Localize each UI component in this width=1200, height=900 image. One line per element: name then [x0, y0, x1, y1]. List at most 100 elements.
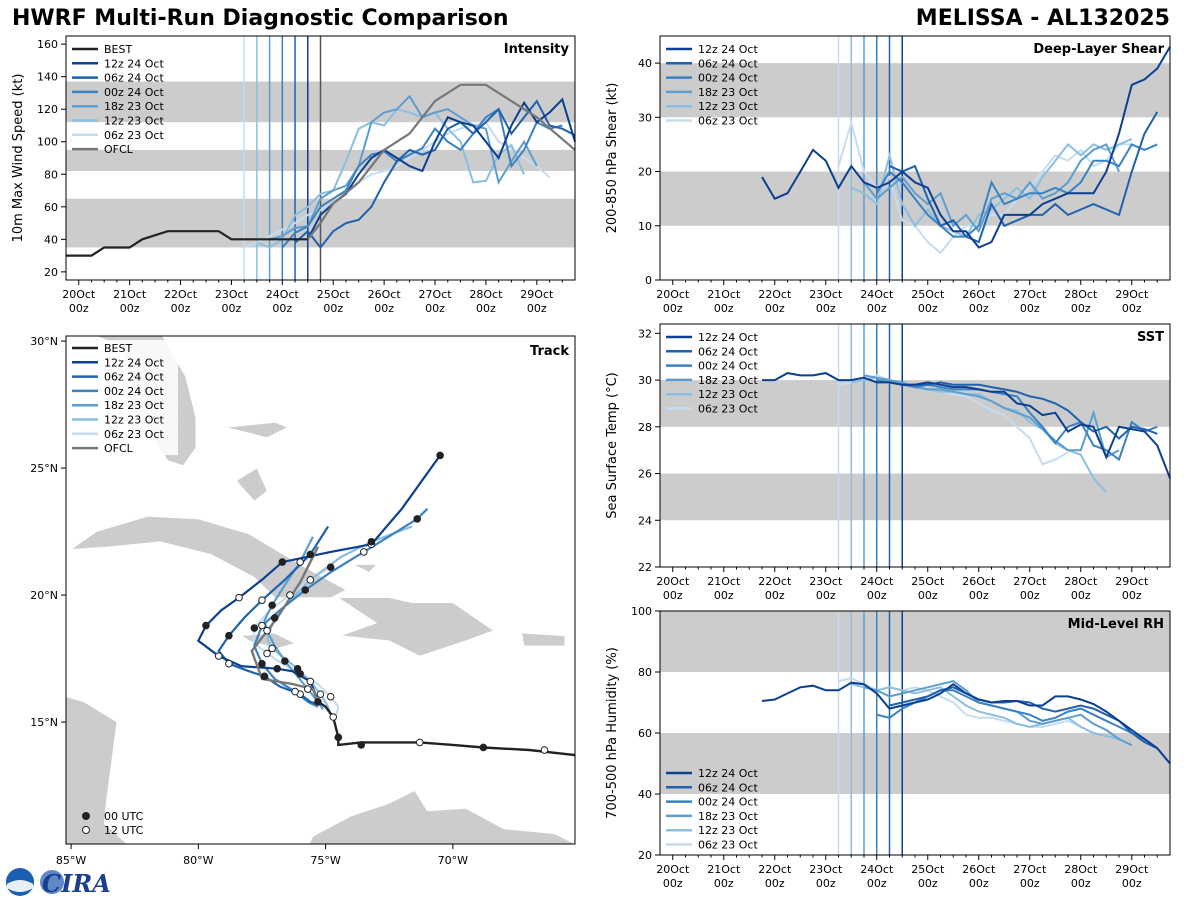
x-tick-label: 80°W	[183, 854, 213, 867]
track-point	[278, 558, 287, 566]
track-point	[296, 670, 304, 678]
x-tick-label: 22Oct	[758, 288, 792, 301]
track-point	[258, 659, 266, 668]
x-tick-label: 00z	[816, 877, 836, 890]
track-point	[291, 687, 299, 696]
x-tick-label: 20Oct	[656, 575, 690, 588]
x-tick-label: 75°W	[310, 854, 340, 867]
y-tick-label: 26	[638, 468, 652, 481]
x-tick-label: 23Oct	[809, 575, 843, 588]
plot-frame	[65, 335, 576, 845]
x-tick-label: 00z	[1071, 877, 1091, 890]
panel-title: SST	[1137, 330, 1164, 345]
x-tick-label: 24Oct	[266, 288, 300, 301]
x-tick-label: 00z	[714, 302, 734, 315]
chart-track: 85°W 80°W 75°W 70°W 15°N 20°N 25°N 30°N Track BES…	[30, 335, 576, 867]
bahamas-inagua	[353, 564, 378, 573]
track-point	[281, 657, 289, 665]
track-point	[359, 548, 368, 556]
series-line-run-3	[269, 94, 538, 241]
track-point	[306, 576, 315, 584]
x-tick-label: 00z	[816, 589, 836, 602]
x-tick-label: 00z	[374, 302, 394, 315]
track-point	[260, 672, 269, 681]
panel-title: Deep-Layer Shear	[1033, 42, 1164, 57]
series-line-run-1	[889, 686, 1158, 750]
track-point	[250, 624, 259, 632]
legend-label: 12z 23 Oct	[698, 824, 758, 837]
x-tick-label: 00z	[1020, 877, 1040, 890]
x-tick-label: 00z	[918, 877, 938, 890]
y-tick-label: 40	[638, 57, 652, 70]
legend-bg	[68, 354, 178, 370]
y-tick-label: 20	[638, 166, 652, 179]
x-tick-label: 00z	[663, 877, 683, 890]
legend-label: 12z 24 Oct	[698, 331, 758, 344]
x-tick-label: 29Oct	[1115, 288, 1149, 301]
series-line-run-2	[281, 107, 563, 249]
x-tick-label: 22Oct	[758, 575, 792, 588]
legend-label: 00z 24 Oct	[698, 360, 758, 373]
series-line-run-2	[875, 143, 1158, 238]
legend-bg	[68, 368, 178, 384]
y-tick-label: 10	[638, 220, 652, 233]
track-point	[326, 692, 335, 701]
series-line-best	[66, 230, 308, 257]
tracks-layer	[196, 451, 575, 757]
x-tick-label: 70°W	[438, 854, 468, 867]
chart-sst: 22242628303220Oct00z21Oct00z22Oct00z23Oc…	[605, 323, 1171, 602]
legend-label: 12z 24 Oct	[104, 57, 164, 70]
best-point-12utc	[415, 738, 424, 747]
legend-label: 06z 24 Oct	[698, 781, 758, 794]
x-tick-label: 24Oct	[860, 863, 894, 876]
legend-label: 18z 23 Oct	[104, 399, 164, 412]
y-tick-label: 100	[631, 605, 652, 618]
legend-label: 06z 24 Oct	[698, 57, 758, 70]
track-point	[301, 586, 310, 594]
legend-bg	[68, 382, 178, 398]
legend-label: 18z 23 Oct	[698, 86, 758, 99]
legend-label: OFCL	[104, 442, 134, 455]
legend-label: 12z 24 Oct	[698, 43, 758, 56]
legend-label: 00z 24 Oct	[104, 86, 164, 99]
series-line-run-5	[243, 121, 551, 249]
x-tick-label: 28Oct	[1064, 863, 1098, 876]
x-tick-label: 00z	[1020, 589, 1040, 602]
legend-label: 12z 24 Oct	[698, 767, 758, 780]
legend-dot-00utc	[82, 812, 90, 820]
y-tick-label: 60	[638, 727, 652, 740]
y-tick-label: 30	[638, 111, 652, 124]
legend-label: 06z 23 Oct	[104, 129, 164, 142]
x-tick-label: 00z	[969, 589, 989, 602]
x-tick-label: 22Oct	[164, 288, 198, 301]
track-point	[258, 621, 266, 630]
y-tick-label: 22	[638, 561, 652, 574]
y-tick-label: 25°N	[30, 462, 58, 475]
track-point	[235, 593, 243, 602]
series-line-run-5	[838, 374, 1069, 466]
legend-label: 12z 23 Oct	[698, 100, 758, 113]
x-tick-label: 00z	[1071, 302, 1091, 315]
series-line-run-4	[256, 108, 526, 249]
legend-label: 06z 24 Oct	[698, 345, 758, 358]
globe-icon	[40, 870, 64, 894]
best-point-12utc	[540, 746, 549, 754]
x-tick-label: 00z	[527, 302, 547, 315]
x-tick-label: 00z	[171, 302, 191, 315]
legend-label: 12z 24 Oct	[104, 356, 164, 369]
x-tick-label: 00z	[222, 302, 242, 315]
track-point	[263, 649, 271, 658]
y-tick-label: 60	[44, 201, 58, 214]
legend-label: 18z 23 Oct	[698, 374, 758, 387]
y-tick-label: 160	[37, 38, 58, 51]
legend-label: 18z 23 Oct	[104, 100, 164, 113]
y-axis-label: 200-850 hPa Shear (kt)	[605, 83, 620, 234]
x-tick-label: 27Oct	[1013, 288, 1047, 301]
y-tick-label: 20	[44, 266, 58, 279]
x-tick-label: 00z	[1122, 302, 1142, 315]
x-tick-label: 00z	[1071, 589, 1091, 602]
track-point	[303, 685, 312, 693]
x-tick-label: 26Oct	[962, 288, 996, 301]
x-tick-label: 00z	[918, 302, 938, 315]
x-tick-label: 00z	[816, 302, 836, 315]
